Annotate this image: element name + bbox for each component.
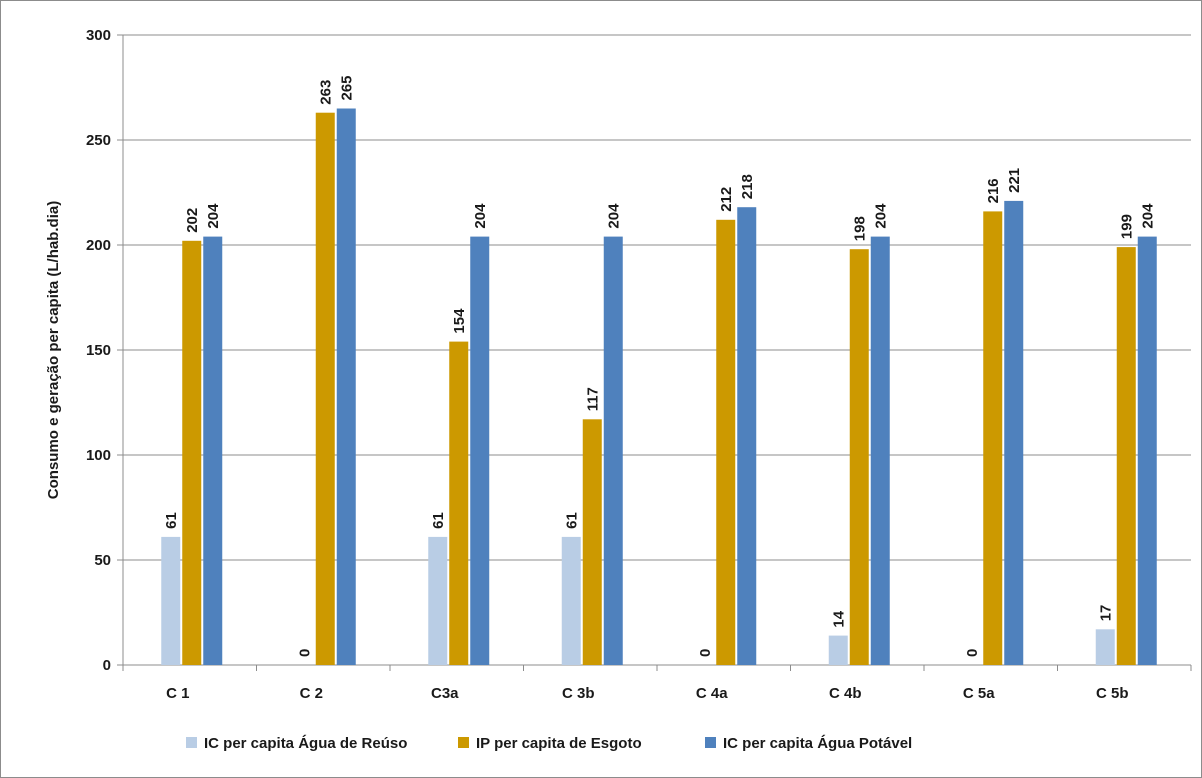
- bar: [182, 240, 202, 666]
- data-label: 61: [163, 512, 180, 529]
- data-label: 204: [605, 203, 622, 229]
- axes: 0 50 100 150 200 250 300 Consumo e geração per …: [45, 27, 1192, 702]
- data-label: 216: [985, 178, 1002, 203]
- legend-label: IC per capita Água de Reúso: [204, 735, 407, 752]
- legend-label: IC per capita Água Potável: [723, 735, 912, 752]
- y-tick-label: 200: [86, 237, 111, 254]
- y-tick-label: 0: [103, 657, 111, 674]
- data-label: 0: [964, 649, 981, 657]
- bar: [603, 236, 623, 665]
- data-label: 204: [872, 203, 889, 229]
- x-tick-label: C 1: [166, 685, 189, 702]
- bar: [716, 219, 736, 666]
- bar: [449, 341, 469, 665]
- legend-swatch: [705, 737, 716, 748]
- bar: [428, 536, 448, 665]
- bar: [1116, 247, 1136, 665]
- x-tick-label: C 4b: [829, 685, 862, 702]
- grid-lines: [123, 34, 1191, 561]
- bars: [161, 108, 1157, 666]
- x-tick-label: C 5a: [963, 685, 995, 702]
- data-label: 218: [739, 174, 756, 199]
- bar: [161, 536, 181, 665]
- data-label: 61: [430, 512, 447, 529]
- x-tick-label: C 2: [300, 685, 323, 702]
- bar: [203, 236, 223, 665]
- legend-swatch: [458, 737, 469, 748]
- bar: [336, 108, 356, 665]
- y-tick-label: 150: [86, 342, 111, 359]
- data-label: 263: [317, 80, 334, 105]
- data-label: 212: [718, 187, 735, 212]
- data-label: 204: [472, 203, 489, 229]
- bar: [1137, 236, 1157, 665]
- data-label: 61: [563, 512, 580, 529]
- legend-label: IP per capita de Esgoto: [476, 735, 642, 752]
- y-tick-label: 50: [94, 552, 111, 569]
- data-label: 204: [1139, 203, 1156, 229]
- data-label: 265: [338, 75, 355, 100]
- x-tick-label: C 5b: [1096, 685, 1129, 702]
- y-axis-title: Consumo e geração per capita (L/hab.dia): [45, 201, 62, 499]
- x-tick-label: C 4a: [696, 685, 728, 702]
- data-label: 204: [205, 203, 222, 229]
- data-label: 14: [830, 610, 847, 627]
- y-tick-label: 300: [86, 27, 111, 44]
- bar: [828, 635, 848, 665]
- bar: [1095, 629, 1115, 665]
- data-label: 0: [296, 649, 313, 657]
- legend-swatch: [186, 737, 197, 748]
- bar: [983, 211, 1003, 665]
- data-label: 221: [1006, 168, 1023, 193]
- bar: [561, 536, 581, 665]
- bar: [470, 236, 490, 665]
- y-tick-label: 250: [86, 132, 111, 149]
- data-label: 154: [451, 308, 468, 334]
- legend: IC per capita Água de Reúso IP per capita…: [186, 735, 912, 752]
- data-label: 198: [851, 216, 868, 241]
- bar: [870, 236, 890, 665]
- bar: [849, 249, 869, 665]
- x-tick-label: C 3b: [562, 685, 595, 702]
- data-label: 117: [584, 387, 601, 411]
- x-tick-label: C3a: [431, 685, 459, 702]
- bar: [315, 112, 335, 665]
- data-label: 0: [697, 649, 714, 657]
- data-label: 202: [184, 208, 201, 233]
- bar: [582, 419, 602, 665]
- data-label: 17: [1097, 605, 1114, 622]
- bar: [1004, 200, 1024, 665]
- data-label: 199: [1118, 214, 1135, 239]
- y-tick-label: 100: [86, 447, 111, 464]
- bar: [737, 207, 757, 665]
